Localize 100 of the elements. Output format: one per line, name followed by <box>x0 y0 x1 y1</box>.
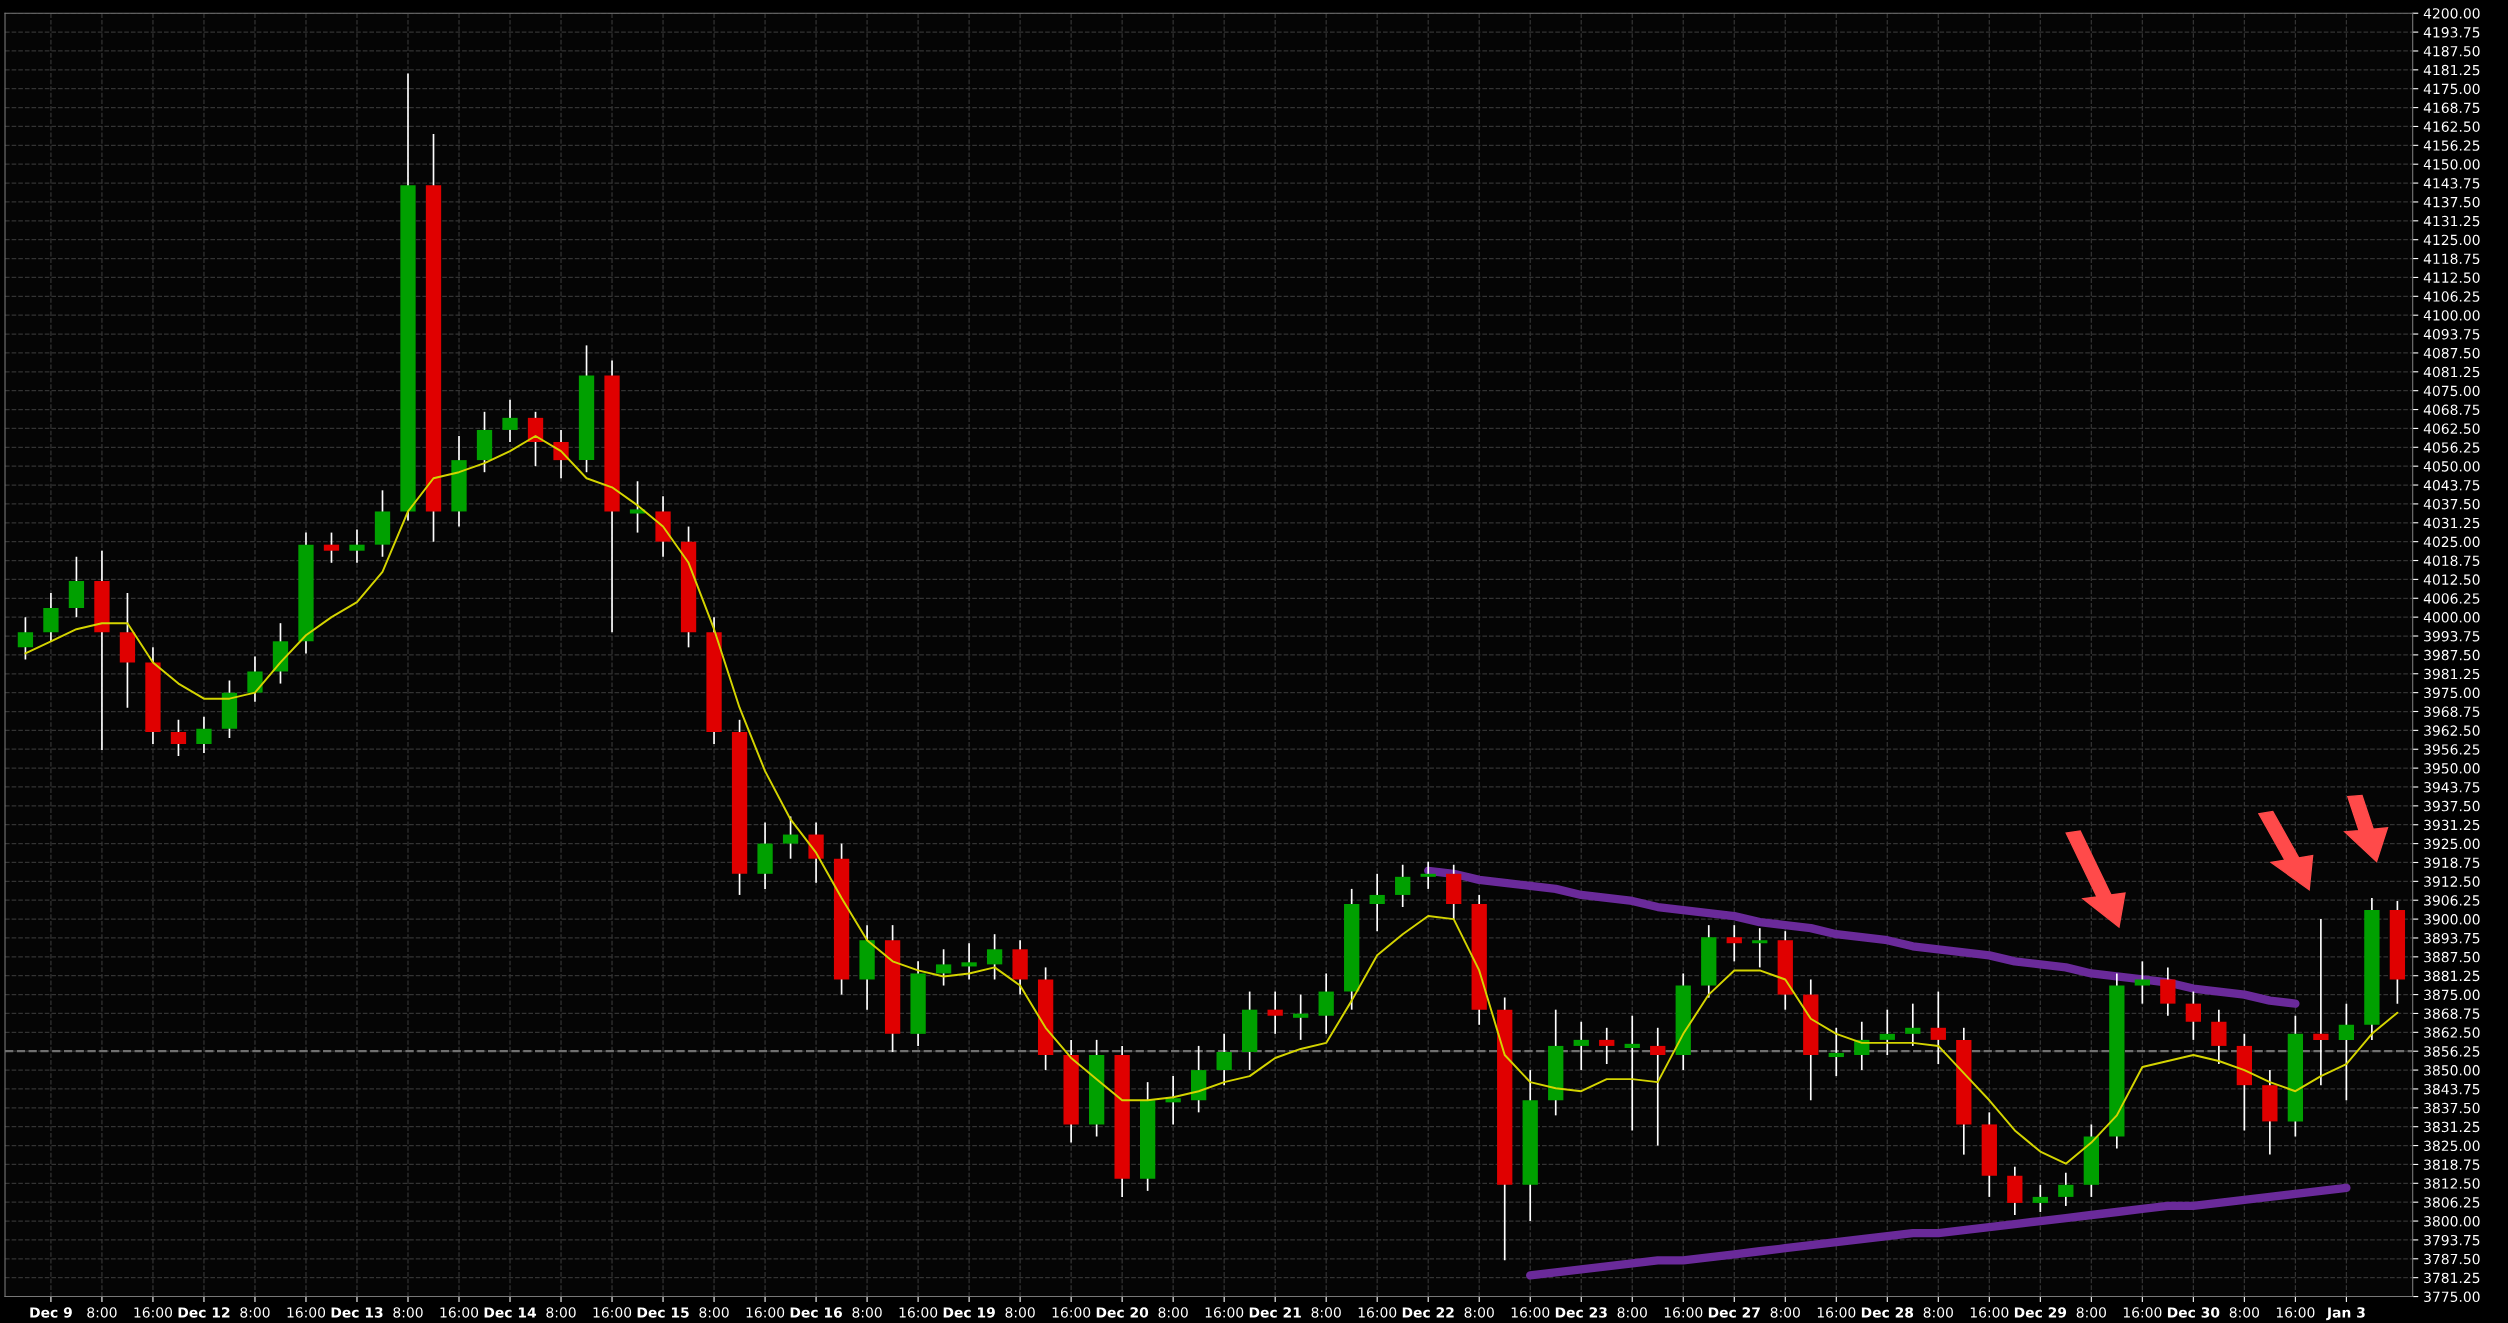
candlestick <box>2032 1183 2048 1213</box>
candlestick <box>1599 1026 1615 1065</box>
y-tick-label: 3975.00 <box>2424 687 2480 699</box>
x-tick-label: 8:00 <box>2076 1307 2106 1318</box>
candlestick <box>349 528 365 564</box>
y-tick-label: 3806.25 <box>2424 1197 2480 1208</box>
y-tick-label: 3912.50 <box>2424 876 2480 887</box>
y-tick-label: 3925.00 <box>2424 838 2480 850</box>
y-tick-label: 3931.25 <box>2424 819 2480 831</box>
x-tick-label: Dec 15 <box>637 1307 689 1318</box>
candlestick <box>1216 1033 1232 1087</box>
y-tick-label: 4018.75 <box>2423 555 2480 566</box>
y-tick-label: 4062.50 <box>2423 423 2480 434</box>
y-tick-label: 3825.00 <box>2424 1140 2480 1152</box>
y-tick-label: 4143.75 <box>2423 178 2480 189</box>
y-tick-label: 3900.00 <box>2424 914 2480 925</box>
y-tick-label: 3956.25 <box>2424 744 2480 755</box>
candlestick <box>2134 960 2150 1005</box>
y-tick-label: 3987.50 <box>2424 649 2480 661</box>
x-tick-label: Dec 22 <box>1402 1307 1454 1318</box>
y-tick-label: 3850.00 <box>2424 1065 2480 1076</box>
y-tick-label: 4081.25 <box>2423 366 2480 378</box>
x-tick-label: 16:00 <box>1358 1307 1397 1318</box>
y-tick-label: 3981.25 <box>2424 668 2480 680</box>
x-tick-label: Dec 27 <box>1708 1307 1760 1318</box>
candlestick <box>935 948 952 987</box>
candlestick <box>629 480 646 534</box>
y-tick-label: 3993.75 <box>2424 630 2480 642</box>
x-tick-label: 8:00 <box>240 1307 270 1318</box>
x-tick-label: 8:00 <box>852 1307 882 1318</box>
candlestick <box>1930 990 1946 1065</box>
y-tick-label: 4156.25 <box>2423 140 2480 151</box>
x-tick-label: 8:00 <box>546 1307 576 1318</box>
y-tick-label: 4025.00 <box>2423 536 2480 548</box>
x-tick-label: 8:00 <box>1770 1307 1800 1318</box>
candlestick <box>1905 1002 1921 1047</box>
x-tick-label: Dec 20 <box>1096 1307 1149 1318</box>
x-tick-label: 16:00 <box>593 1307 632 1318</box>
x-tick-label: Dec 19 <box>943 1307 995 1318</box>
y-tick-label: 4000.00 <box>2423 612 2480 623</box>
x-tick-label: 16:00 <box>1817 1307 1856 1318</box>
y-tick-label: 3937.50 <box>2424 800 2480 812</box>
x-tick-label: 16:00 <box>2276 1307 2315 1318</box>
y-tick-label: 3818.75 <box>2424 1159 2480 1170</box>
x-tick-label: Dec 13 <box>331 1307 383 1318</box>
y-tick-label: 4050.00 <box>2423 461 2480 472</box>
y-tick-label: 3787.50 <box>2424 1253 2480 1265</box>
y-tick-label: 4075.00 <box>2423 385 2480 397</box>
x-tick-label: Dec 12 <box>178 1307 230 1318</box>
y-tick-label: 3800.00 <box>2424 1216 2480 1227</box>
y-tick-label: 3868.75 <box>2424 1008 2480 1019</box>
candlestick <box>1879 1008 1895 1056</box>
candlestick <box>2058 1171 2074 1207</box>
y-tick-label: 4187.50 <box>2423 45 2480 57</box>
candlestick <box>1752 927 1768 969</box>
x-tick-label: Dec 23 <box>1555 1307 1607 1318</box>
x-tick-label: 8:00 <box>1158 1307 1188 1318</box>
candlestick <box>1573 1020 1589 1071</box>
y-tick-label: 4200.00 <box>2423 8 2480 19</box>
candlestick <box>323 531 340 564</box>
y-tick-label: 4162.50 <box>2423 121 2480 132</box>
y-tick-label: 4193.75 <box>2423 27 2480 38</box>
x-tick-label: 16:00 <box>899 1307 938 1318</box>
candlestick <box>986 933 1003 981</box>
y-tick-label: 4137.50 <box>2423 196 2480 208</box>
candlestick <box>2338 1002 2355 1102</box>
candlestick <box>1293 993 1309 1041</box>
x-tick-label: 16:00 <box>2123 1307 2162 1318</box>
candlestick <box>196 715 212 754</box>
candlestick <box>502 398 518 443</box>
x-tick-label: 16:00 <box>1664 1307 1703 1318</box>
y-tick-label: 3837.50 <box>2424 1102 2480 1114</box>
y-tick-label: 3962.50 <box>2424 725 2480 736</box>
x-tick-label: 8:00 <box>699 1307 729 1318</box>
y-tick-label: 4006.25 <box>2423 593 2480 604</box>
y-tick-label: 4068.75 <box>2423 404 2480 416</box>
y-tick-label: 3831.25 <box>2424 1121 2480 1133</box>
y-tick-label: 3781.25 <box>2424 1272 2480 1284</box>
x-tick-label: 16:00 <box>1511 1307 1550 1318</box>
x-tick-label: 8:00 <box>1005 1307 1035 1318</box>
candlestick <box>1420 860 1436 890</box>
x-tick-label: Dec 30 <box>2167 1307 2220 1318</box>
candlestick <box>1395 863 1411 908</box>
y-tick-label: 3793.75 <box>2424 1234 2480 1246</box>
x-tick-label: Dec 28 <box>1861 1307 1914 1318</box>
y-tick-label: 4093.75 <box>2423 329 2480 340</box>
y-tick-label: 4181.25 <box>2423 64 2480 76</box>
x-tick-label: 8:00 <box>1923 1307 1953 1318</box>
y-tick-label: 4168.75 <box>2423 102 2480 114</box>
y-tick-label: 4056.25 <box>2423 442 2480 453</box>
x-tick-label: 8:00 <box>1311 1307 1341 1318</box>
y-tick-label: 4043.75 <box>2423 480 2480 491</box>
candlestick <box>247 655 263 703</box>
y-tick-label: 3812.50 <box>2424 1178 2480 1189</box>
y-tick-label: 3906.25 <box>2424 895 2480 906</box>
y-tick-label: 3887.50 <box>2424 951 2480 963</box>
candlestick <box>1267 990 1283 1035</box>
candlestick <box>1650 1026 1666 1147</box>
y-tick-label: 3968.75 <box>2424 706 2480 717</box>
x-tick-label: Dec 29 <box>2014 1307 2067 1318</box>
